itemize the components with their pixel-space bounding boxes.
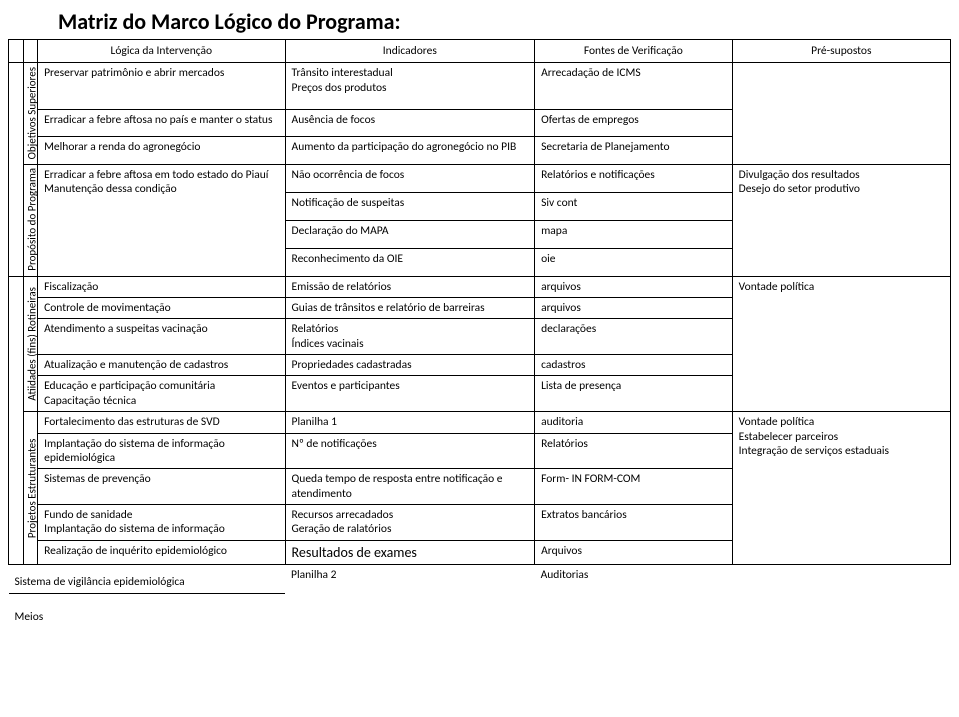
footer-left: Sistema de vigilância epidemiológica (9, 565, 286, 593)
section-label-projetos: Projetos Estruturantes (23, 412, 38, 565)
col-header-logica: Lógica da Intervenção (38, 40, 285, 63)
cell: Planilha 1 (285, 412, 535, 433)
cell: auditoria (535, 412, 733, 433)
cell: Educação e participação comunitáriaCapac… (38, 376, 285, 412)
col-header-indicadores: Indicadores (285, 40, 535, 63)
cell: Erradicar a febre aftosa no país e mante… (38, 109, 285, 137)
section-label-objetivos: Objetivos Superiores (23, 63, 38, 164)
cell: Implantação do sistema de informação epi… (38, 433, 285, 469)
cell: RelatóriosÍndices vacinais (285, 319, 535, 355)
col-header-fontes: Fontes de Verificação (535, 40, 733, 63)
cell: Emissão de relatórios (285, 276, 535, 297)
footer-mid: Planilha 2 (285, 565, 535, 593)
cell: oie (535, 248, 733, 276)
cell: Melhorar a renda do agronegócio (38, 137, 285, 165)
cell: Form- IN FORM-COM (535, 469, 733, 505)
cell: Siv cont (535, 192, 733, 220)
table-row: Propósito do Programa Erradicar a febre … (9, 164, 951, 192)
cell: Fiscalização (38, 276, 285, 297)
cell: Sistemas de prevenção (38, 469, 285, 505)
meios-label: Meios (9, 593, 951, 627)
cell: Controle de movimentação (38, 297, 285, 318)
cell: Atendimento a suspeitas vacinação (38, 319, 285, 355)
section-label-atividades: Atiidades (fins) Rotineiras (23, 276, 38, 412)
footer-right: Auditorias (535, 565, 733, 593)
cell: Relatórios (535, 433, 733, 469)
table-row: Projetos Estruturantes Fortalecimento da… (9, 412, 951, 433)
cell: Queda tempo de resposta entre notificaçã… (285, 469, 535, 505)
col-header-presupostos: Pré-supostos (732, 40, 950, 63)
cell: Ausência de focos (285, 109, 535, 137)
cell: Vontade políticaEstabelecer parceirosInt… (732, 412, 950, 565)
section-label-proposito: Propósito do Programa (23, 164, 38, 276)
cell: Notificação de suspeitas (285, 192, 535, 220)
cell: Ofertas de empregos (535, 109, 733, 137)
cell: Aumento da participação do agronegócio n… (285, 137, 535, 165)
table-header-row: Lógica da Intervenção Indicadores Fontes… (9, 40, 951, 63)
table-row: Objetivos Superiores Preservar patrimôni… (9, 63, 951, 109)
cell: Resultados de exames (285, 540, 535, 565)
cell: mapa (535, 220, 733, 248)
cell: Vontade política (732, 276, 950, 412)
cell-empty (732, 63, 950, 164)
cell: Erradicar a febre aftosa em todo estado … (38, 164, 285, 276)
cell: Fortalecimento das estruturas de SVD (38, 412, 285, 433)
cell: arquivos (535, 297, 733, 318)
cell: Secretaria de Planejamento (535, 137, 733, 165)
table-footer-row: Sistema de vigilância epidemiológica Pla… (9, 565, 951, 593)
cell: Propriedades cadastradas (285, 355, 535, 376)
page-title: Matriz do Marco Lógico do Programa: (58, 8, 951, 35)
cell: Recursos arrecadadosGeração de ralatório… (285, 505, 535, 541)
cell: cadastros (535, 355, 733, 376)
cell: Trânsito interestadualPreços dos produto… (285, 63, 535, 109)
cell: Guias de trânsitos e relatório de barrei… (285, 297, 535, 318)
cell: Reconhecimento da OIE (285, 248, 535, 276)
cell: Eventos e participantes (285, 376, 535, 412)
cell: declarações (535, 319, 733, 355)
cell: Arrecadação de ICMS (535, 63, 733, 109)
cell: Preservar patrimônio e abrir mercados (38, 63, 285, 109)
cell: arquivos (535, 276, 733, 297)
cell: Nº de notificações (285, 433, 535, 469)
table-row: Atiidades (fins) Rotineiras Fiscalização… (9, 276, 951, 297)
cell: Lista de presença (535, 376, 733, 412)
cell: Declaração do MAPA (285, 220, 535, 248)
cell: Relatórios e notificações (535, 164, 733, 192)
cell: Extratos bancários (535, 505, 733, 541)
cell: Fundo de sanidadeImplantação do sistema … (38, 505, 285, 541)
cell: Não ocorrência de focos (285, 164, 535, 192)
cell: Realização de inquérito epidemiológico (38, 540, 285, 565)
cell: Atualização e manutenção de cadastros (38, 355, 285, 376)
cell: Divulgação dos resultadosDesejo do setor… (732, 164, 950, 276)
footer-empty (732, 565, 950, 593)
table-meios-row: Meios (9, 593, 951, 627)
cell: Arquivos (535, 540, 733, 565)
logframe-table: Lógica da Intervenção Indicadores Fontes… (8, 39, 951, 627)
